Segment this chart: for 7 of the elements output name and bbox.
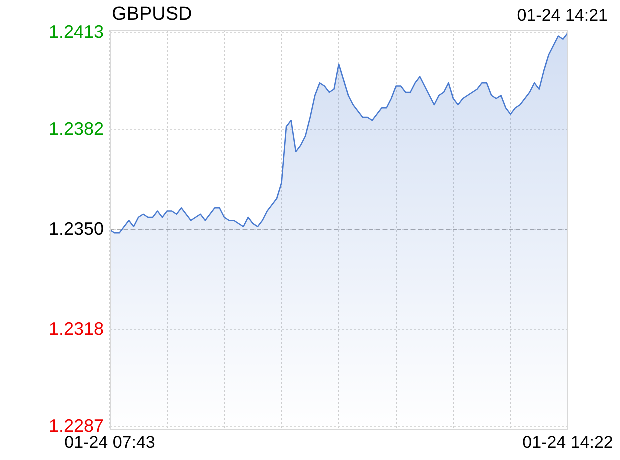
y-tick-label: 1.2318	[48, 318, 104, 339]
y-tick-label: 1.2413	[48, 22, 104, 42]
chart-title: GBPUSD	[112, 4, 192, 26]
y-tick-label: 1.2382	[48, 118, 104, 139]
text: 01-24 14:21	[517, 6, 608, 26]
x-tick-label: 01-24 14:22	[522, 432, 614, 452]
y-tick-label: 1.2350	[48, 218, 104, 239]
